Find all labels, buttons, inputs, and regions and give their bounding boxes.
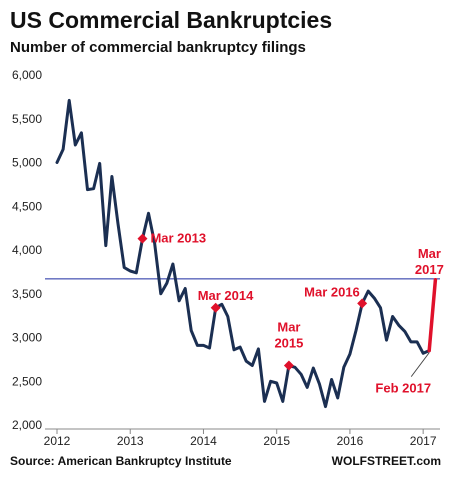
y-tick-label: 6,000 <box>12 68 42 82</box>
marker-label: Mar 2016 <box>304 284 360 299</box>
y-tick-label: 5,000 <box>12 156 42 170</box>
source-note: Source: American Bankruptcy Institute <box>10 454 232 468</box>
x-tick-label: 2016 <box>337 434 364 448</box>
annotations: Mar 2017 Feb 2017 <box>375 246 443 396</box>
x-tick-label: 2013 <box>117 434 144 448</box>
annotation-mar-2017-line1: Mar <box>418 246 441 261</box>
x-tick-label: 2015 <box>263 434 290 448</box>
x-tick-label: 2017 <box>410 434 437 448</box>
series-line-filings <box>55 98 431 409</box>
y-tick-label: 5,500 <box>12 112 42 126</box>
y-tick-label: 3,500 <box>12 287 42 301</box>
marker-diamond <box>210 302 221 313</box>
x-tick-label: 2014 <box>190 434 217 448</box>
annotation-feb-2017: Feb 2017 <box>375 381 431 396</box>
series-layer <box>55 98 438 409</box>
chart-subtitle: Number of commercial bankruptcy filings <box>10 39 306 56</box>
watermark: WOLFSTREET.com <box>332 454 441 468</box>
marker-label: Mar 2013 <box>150 231 206 246</box>
y-tick-label: 2,500 <box>12 374 42 388</box>
x-tick-label: 2012 <box>44 434 71 448</box>
marker-label: 2015 <box>274 336 303 351</box>
annotation-mar-2017-line2: 2017 <box>415 262 444 277</box>
y-axis: 2,000 2,500 3,000 3,500 4,000 4,500 5,000 5,500… <box>12 68 42 432</box>
marker-label: Mar <box>277 320 300 335</box>
marker-label: Mar 2014 <box>198 288 254 303</box>
marker-diamond <box>137 233 148 244</box>
annotation-feb-2017-leader <box>410 352 430 377</box>
marker-diamond <box>283 360 294 371</box>
x-axis: 2012 2013 2014 2015 2016 2017 <box>44 429 437 448</box>
y-tick-label: 2,000 <box>12 418 42 432</box>
y-tick-label: 3,000 <box>12 331 42 345</box>
y-tick-label: 4,000 <box>12 243 42 257</box>
marker-diamond <box>357 298 368 309</box>
y-tick-label: 4,500 <box>12 199 42 213</box>
series-line-latest <box>427 278 438 353</box>
chart-title: US Commercial Bankruptcies <box>10 7 332 33</box>
